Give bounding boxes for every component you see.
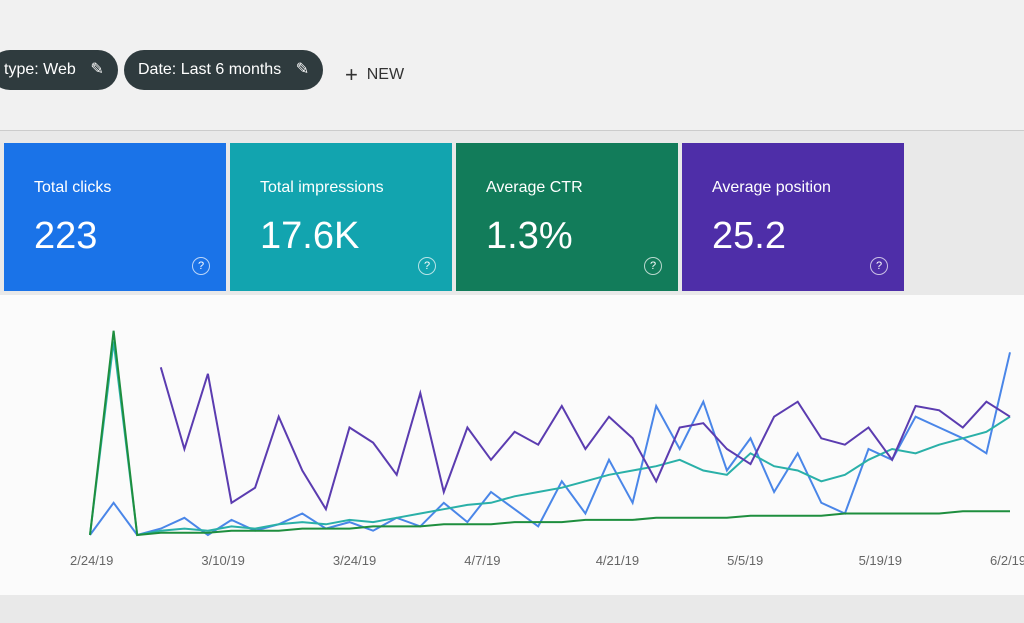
series-line <box>89 330 1010 537</box>
x-tick-label: 2/24/19 <box>70 553 113 568</box>
series-line <box>89 341 1011 537</box>
filter-chip[interactable]: Date: Last 6 months <box>124 50 324 90</box>
x-tick-label: 5/19/19 <box>859 553 902 568</box>
help-icon: ? <box>644 257 662 275</box>
help-icon: ? <box>418 257 436 275</box>
metric-label: Average CTR <box>486 179 583 196</box>
metric-card[interactable]: Average CTR 1.3%? <box>456 143 678 291</box>
chart: 2/24/19 3/10/19 3/24/19 4/7/19 4/21/19 5/5/19… <box>0 295 1024 595</box>
series-line <box>89 352 1011 537</box>
metric-value: 25.2 <box>712 215 786 257</box>
help-icon: ? <box>870 257 888 275</box>
metric-card[interactable]: Average position 25.2? <box>682 143 904 291</box>
new-button[interactable]: + NEW <box>345 62 405 87</box>
metric-value: 1.3% <box>486 215 573 257</box>
metric-label: Total clicks <box>34 179 112 196</box>
x-tick-label: 6/2/19 <box>990 553 1024 568</box>
help-icon: ? <box>192 257 210 275</box>
metric-label: Total impressions <box>260 179 384 196</box>
metric-value: 223 <box>34 215 98 257</box>
metric-value: 17.6K <box>260 215 360 257</box>
x-tick-label: 3/10/19 <box>201 553 244 568</box>
metric-card[interactable]: Total clicks 223? <box>4 143 226 291</box>
x-tick-label: 3/24/19 <box>333 553 376 568</box>
toolbar: type: Web Date: Last 6 months + NEW <box>0 0 1024 131</box>
metric-card[interactable]: Total impressions 17.6K? <box>230 143 452 291</box>
series-line <box>159 367 1011 512</box>
metric-label: Average position <box>712 179 831 196</box>
new-label: NEW <box>366 66 405 83</box>
x-tick-label: 5/5/19 <box>727 553 763 568</box>
filter-chip[interactable]: type: Web <box>0 50 118 90</box>
x-tick-label: 4/7/19 <box>464 553 500 568</box>
x-tick-label: 4/21/19 <box>596 553 639 568</box>
